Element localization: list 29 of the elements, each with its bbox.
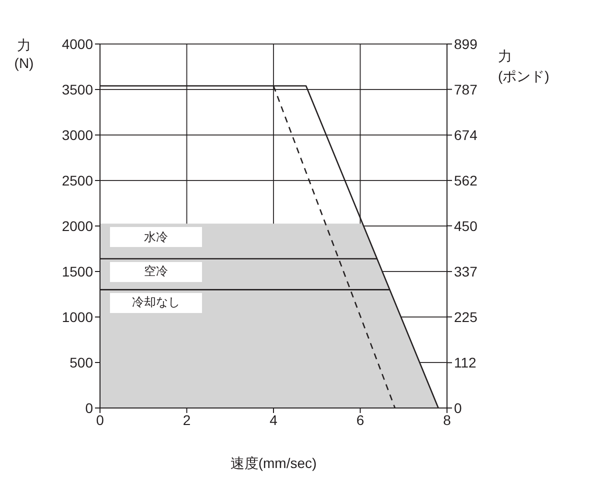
y-axis-title: 力 (N) <box>13 36 35 72</box>
y2-tick-label: 562 <box>454 172 478 188</box>
x-tick-label: 0 <box>96 412 104 428</box>
y-tick-label: 500 <box>70 354 94 370</box>
y-tick-label: 1500 <box>62 263 94 280</box>
y-tick-label: 4000 <box>62 36 94 52</box>
y2-tick-label: 674 <box>454 127 478 144</box>
x-tick-label: 8 <box>443 412 452 428</box>
name-box: 冷却なし <box>110 292 202 313</box>
y2-tick-label: 787 <box>454 81 478 98</box>
y2-tick-label: 337 <box>454 264 478 280</box>
y-tick-label: 0 <box>85 400 94 416</box>
x-tick-label: 4 <box>270 412 278 428</box>
y2-tick-label: 225 <box>454 308 478 325</box>
y-tick-label: 2500 <box>62 172 94 188</box>
y-tick-label: 1000 <box>62 308 94 325</box>
y2-tick-label: 112 <box>454 354 477 371</box>
y2-tick-label: 0 <box>454 400 462 416</box>
name-box: 水冷 <box>110 227 202 248</box>
x-tick-label: 2 <box>182 412 191 428</box>
y2-axis-title: 力 (ポンド) <box>498 47 550 86</box>
y-tick-label: 2000 <box>62 218 94 234</box>
name-box: 空冷 <box>110 262 202 282</box>
x-axis-title: 速度(mm/sec) <box>229 455 318 473</box>
y-tick-label: 3000 <box>62 126 94 143</box>
y2-tick-label: 899 <box>454 36 478 52</box>
x-tick-label: 6 <box>356 412 364 428</box>
y-tick-label: 3500 <box>62 81 94 98</box>
y2-tick-label: 450 <box>454 218 478 234</box>
